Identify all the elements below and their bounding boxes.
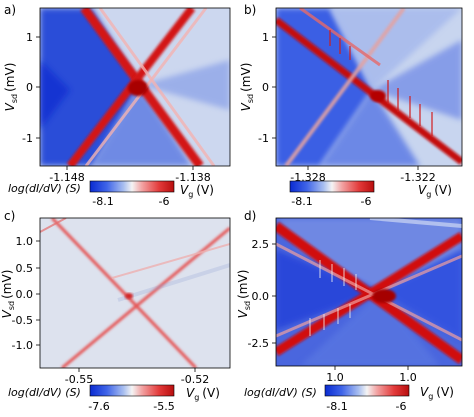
panel-d-letter: d) xyxy=(244,209,256,223)
panel-b-ytick: 1 xyxy=(262,31,269,44)
panel-b-ylabel: Vsd(mV) xyxy=(239,63,255,112)
panel-b-colorbar-max: -6 xyxy=(361,195,372,208)
panel-a-ytick: 1 xyxy=(26,31,33,44)
panel-d-ytick: 0.0 xyxy=(252,290,270,303)
panel-a-ytick: -1 xyxy=(22,132,33,145)
panel-a: a) 1 0 -1 -1.148 -1.138 Vs xyxy=(3,3,231,208)
panel-b-heatmap xyxy=(276,8,462,166)
panel-b-letter: b) xyxy=(244,3,256,17)
panel-c-heatmap xyxy=(40,218,230,368)
panel-b-xtick: -1.322 xyxy=(400,171,435,184)
panel-c-colorbar-label: log(dI/dV) (S) xyxy=(8,386,81,399)
panel-c-line-1 xyxy=(50,218,198,368)
panel-a-colorbar-max: -6 xyxy=(159,195,170,208)
panel-c-x-axis: -0.55 -0.52 xyxy=(65,368,209,386)
panel-d-colorbar-min: -8.1 xyxy=(326,400,347,413)
panel-d: d) xyxy=(236,209,463,413)
panel-d-x-axis: 1.0 1.0 xyxy=(326,366,417,384)
panel-b-crossing xyxy=(370,90,386,102)
panel-a-xtick: -1.148 xyxy=(49,171,84,184)
panel-d-colorbar: log(dI/dV) (S) -8.1 -6 xyxy=(244,384,410,413)
panel-c-xtick: -0.55 xyxy=(65,373,93,386)
panel-d-xtick: 1.0 xyxy=(399,371,417,384)
panel-a-crossing xyxy=(128,80,148,96)
panel-a-blue-lower-region xyxy=(92,85,192,166)
panel-c-ytick: 0.0 xyxy=(16,288,34,301)
panel-c-xtick: -0.52 xyxy=(181,373,209,386)
panel-c-ytick: -1.0 xyxy=(12,339,33,352)
panel-b-colorbar-min: -8.1 xyxy=(291,195,312,208)
panel-d-ytick: 2.5 xyxy=(252,238,270,251)
panel-b-y-axis: 1 0 -1 xyxy=(258,31,276,145)
panel-c-colorbar: log(dI/dV) (S) -7.6 -5.5 xyxy=(8,384,175,413)
panel-d-ylabel: Vsd(mV) xyxy=(236,270,252,319)
panel-c-xlabel: Vg (V) xyxy=(186,386,220,402)
panel-a-ytick: 0 xyxy=(26,81,33,94)
panel-a-xtick: -1.138 xyxy=(175,171,210,184)
panel-b-line-1 xyxy=(276,17,462,165)
panel-d-ytick: -2.5 xyxy=(248,337,269,350)
panel-a-colorbar-min: -8.1 xyxy=(92,195,113,208)
panel-c-ytick: -0.5 xyxy=(12,314,33,327)
panel-c-letter: c) xyxy=(4,209,15,223)
panel-a-letter: a) xyxy=(4,3,16,17)
panel-d-heatmap xyxy=(276,218,462,366)
panel-a-colorbar-label: log(dI/dV) (S) xyxy=(8,182,81,195)
panel-d-crossing xyxy=(372,289,396,303)
panel-b-line-2 xyxy=(284,8,406,166)
panel-a-heatmap xyxy=(40,8,230,166)
panel-b-ytick: -1 xyxy=(258,132,269,145)
panel-d-xlabel: Vg (V) xyxy=(420,385,454,401)
panel-a-xlabel: Vg (V) xyxy=(180,183,214,199)
panel-a-ylabel: Vsd(mV) xyxy=(3,63,19,112)
panel-c-crossing xyxy=(125,293,133,299)
panel-c-y-axis: 1.0 0.5 0.0 -0.5 -1.0 xyxy=(12,235,40,352)
panel-d-xtick: 1.0 xyxy=(326,371,344,384)
panel-d-colorbar-max: -6 xyxy=(396,400,407,413)
panel-c-ylabel: Vsd(mV) xyxy=(0,270,16,319)
panel-a-x-axis: -1.148 -1.138 xyxy=(49,166,211,184)
panel-a-colorbar: log(dI/dV) (S) -8.1 -6 xyxy=(8,180,175,208)
panel-b: b) xyxy=(239,3,463,208)
panel-c-ytick: 0.5 xyxy=(16,262,34,275)
panel-c-colorbar-max: -5.5 xyxy=(153,400,174,413)
panel-c-ytick: 1.0 xyxy=(16,235,34,248)
panel-a-y-axis: 1 0 -1 xyxy=(22,31,40,145)
panel-b-colorbar: -8.1 -6 xyxy=(289,180,375,208)
panel-b-xlabel: Vg (V) xyxy=(418,183,452,199)
panel-d-line-2 xyxy=(276,232,462,356)
panel-d-y-axis: 2.5 0.0 -2.5 xyxy=(248,238,276,350)
panel-c-colorbar-min: -7.6 xyxy=(88,400,109,413)
panel-b-ytick: 0 xyxy=(262,81,269,94)
panel-d-colorbar-label: log(dI/dV) (S) xyxy=(244,386,317,399)
panel-c: c) 1.0 0.5 0.0 -0.5 -1.0 -0.55 xyxy=(0,209,231,413)
